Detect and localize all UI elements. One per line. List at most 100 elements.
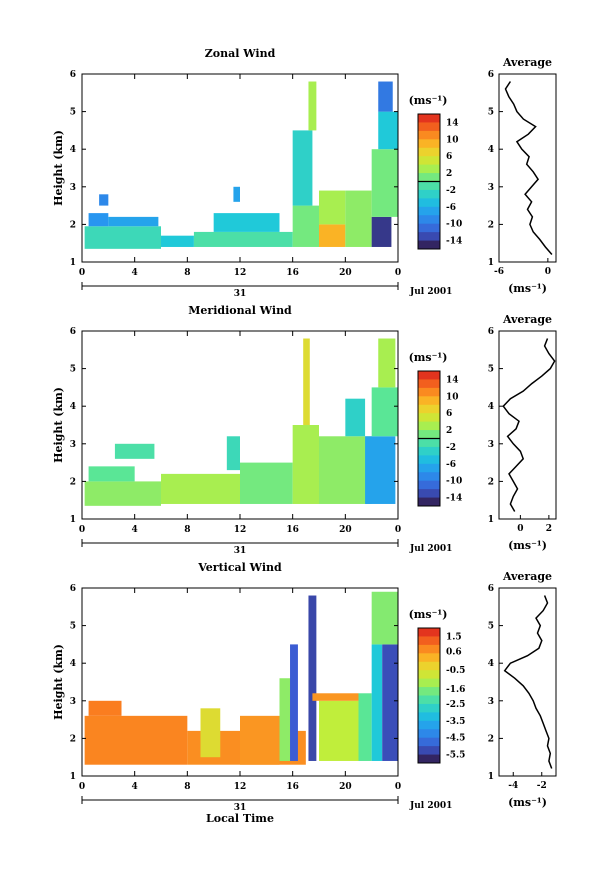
day-label: 31 <box>234 546 247 556</box>
meridional-wind-heatmap <box>84 338 398 506</box>
colorbar-segment <box>418 463 440 473</box>
x-tick-label: 20 <box>339 782 352 792</box>
colorbar-segment <box>418 215 440 225</box>
x-tick-label: 12 <box>234 525 247 535</box>
average-profile-line <box>502 338 556 512</box>
y-tick-label: 3 <box>70 440 76 450</box>
heatmap-cell <box>193 231 293 247</box>
average-unit: (ms⁻¹) <box>508 282 547 295</box>
heatmap-cell <box>99 194 109 206</box>
x-tick-label: 8 <box>184 268 190 278</box>
heatmap-cell <box>114 443 155 459</box>
colorbar-segment <box>418 687 440 696</box>
colorbar-segment <box>418 156 440 166</box>
heatmap-cell <box>382 644 398 761</box>
y-axis-label: Height (km) <box>52 387 65 463</box>
colorbar-segment <box>418 653 440 663</box>
colorbar-tick-label: -2.5 <box>446 700 465 710</box>
colorbar-segment <box>418 122 440 132</box>
average-x-tick-label: -2 <box>537 781 547 791</box>
meridional-wind-colorbar: 14 10 6 2 -2 -6 -10 -14 (ms⁻¹) <box>409 351 462 507</box>
colorbar-segment <box>418 387 440 397</box>
heatmap-cell <box>161 473 240 504</box>
average-y-tick-label: 3 <box>488 440 494 450</box>
colorbar-tick-label: -6 <box>446 460 456 470</box>
vertical-wind-colorbar: 1.5 0.6 -0.5 -1.6 -2.5 -3.5 -4.5 -5.5 (ms⁻¹) <box>409 608 465 764</box>
colorbar-segment <box>418 636 440 646</box>
colorbar-segment <box>418 729 440 739</box>
colorbar-tick-label: 2 <box>446 426 452 436</box>
y-tick-label: 4 <box>70 402 76 412</box>
colorbar-tick-label: -14 <box>446 494 462 504</box>
heatmap-cell <box>200 708 221 758</box>
heatmap-cell <box>240 715 280 765</box>
colorbar-tick-label: 0.6 <box>446 648 462 658</box>
average-profile-line <box>504 81 553 255</box>
y-tick-label: 3 <box>70 183 76 193</box>
average-y-tick-label: 4 <box>488 402 494 412</box>
colorbar-segment <box>418 455 440 465</box>
vertical-wind-heatmap <box>84 591 398 765</box>
average-y-tick-label: 3 <box>488 697 494 707</box>
y-tick-label: 6 <box>70 327 76 337</box>
colorbar-tick-label: 6 <box>446 409 452 419</box>
heatmap-cell <box>88 466 135 482</box>
average-y-tick-label: 5 <box>488 365 494 375</box>
x-tick-label: 0 <box>79 782 85 792</box>
heatmap-cell <box>378 338 396 388</box>
colorbar-tick-label: -1.6 <box>446 685 465 695</box>
heatmap-cell <box>358 693 372 761</box>
date-label: Jul 2001 <box>409 801 452 811</box>
average-y-tick-label: 1 <box>488 515 494 525</box>
average-y-tick-label: 5 <box>488 622 494 632</box>
colorbar-segment <box>418 661 440 671</box>
colorbar-tick-label: -2 <box>446 186 456 196</box>
x-tick-label: 4 <box>132 782 138 792</box>
day-label: 31 <box>234 289 247 299</box>
colorbar-segment <box>418 173 440 182</box>
colorbar-segment <box>418 746 440 756</box>
colorbar-segment <box>418 497 440 507</box>
colorbar-segment <box>418 472 440 482</box>
y-tick-label: 4 <box>70 145 76 155</box>
average-x-tick-label: 2 <box>546 524 552 534</box>
colorbar-segment <box>418 430 440 439</box>
average-title: Average <box>502 313 552 326</box>
x-tick-label: 20 <box>339 525 352 535</box>
x-tick-label: 0 <box>395 525 401 535</box>
colorbar-tick-label: 6 <box>446 152 452 162</box>
average-x-tick-label: 0 <box>545 267 551 277</box>
colorbar-tick-label: -10 <box>446 477 462 487</box>
average-x-tick-label: -6 <box>494 267 504 277</box>
colorbar-segment <box>418 206 440 216</box>
heatmap-cell <box>226 436 240 471</box>
meridional-wind-average-profile: Average 1 2 3 4 5 6 0 2 (ms⁻¹) <box>488 313 557 552</box>
heatmap-cell <box>308 81 317 131</box>
heatmap-cell <box>378 81 393 112</box>
heatmap-cell <box>319 700 359 761</box>
average-y-tick-label: 1 <box>488 772 494 782</box>
x-tick-label: 0 <box>79 268 85 278</box>
y-tick-label: 6 <box>70 584 76 594</box>
heatmap-cell <box>292 130 313 206</box>
average-frame <box>498 330 557 520</box>
average-y-tick-label: 2 <box>488 477 494 487</box>
heatmap-cell <box>371 387 398 437</box>
heatmap-cell <box>378 111 398 150</box>
colorbar-tick-label: -10 <box>446 220 462 230</box>
heatmap-cell <box>308 595 317 761</box>
heatmap-cell <box>371 591 398 645</box>
heatmap-cell <box>108 216 159 227</box>
colorbar-segment <box>418 371 440 380</box>
x-tick-label: 12 <box>234 268 247 278</box>
colorbar-segment <box>418 223 440 233</box>
y-tick-label: 5 <box>70 365 76 375</box>
colorbar-segment <box>418 489 440 499</box>
x-tick-label: 16 <box>286 782 299 792</box>
colorbar-tick-label: -6 <box>446 203 456 213</box>
heatmap-cell <box>371 216 392 247</box>
